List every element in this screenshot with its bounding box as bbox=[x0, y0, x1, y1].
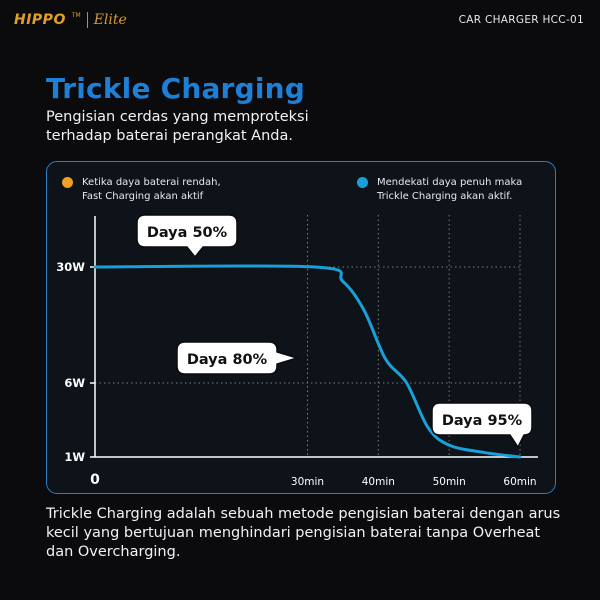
page-title: Trickle Charging bbox=[46, 72, 305, 105]
y-tick-label: 30W bbox=[56, 260, 85, 274]
x-tick-label: 0 bbox=[90, 472, 100, 488]
x-tick-label: 40min bbox=[362, 476, 395, 488]
y-tick-label: 1W bbox=[64, 450, 85, 464]
annotation-label: Daya 95% bbox=[442, 413, 523, 429]
annotation-callout bbox=[136, 214, 238, 259]
sub-brand: Elite bbox=[93, 12, 127, 28]
annotation-label: Daya 50% bbox=[147, 225, 228, 241]
legend-text: Ketika daya baterai rendah, Fast Chargin… bbox=[82, 177, 221, 202]
x-tick-label: 60min bbox=[503, 476, 536, 488]
x-tick-label: 50min bbox=[433, 476, 466, 488]
legend-dot-blue bbox=[357, 177, 368, 188]
series-line bbox=[93, 264, 522, 459]
model-label: CAR CHARGER HCC-01 bbox=[458, 14, 584, 26]
annotation-callout bbox=[431, 402, 533, 449]
legend-dot-orange bbox=[62, 177, 73, 188]
x-tick-label: 30min bbox=[291, 476, 324, 488]
logo-divider bbox=[86, 12, 88, 28]
page-subtitle: Pengisian cerdas yang memproteksi terhad… bbox=[46, 109, 309, 144]
legend-trickle-charging: Mendekati daya penuh maka Trickle Chargi… bbox=[357, 176, 522, 204]
brand-name: HIPPO bbox=[14, 12, 66, 28]
trademark: TM bbox=[71, 11, 81, 19]
footer-description: Trickle Charging adalah sebuah metode pe… bbox=[46, 506, 561, 560]
legend-fast-charging: Ketika daya baterai rendah, Fast Chargin… bbox=[62, 176, 221, 204]
brand-logo: HIPPO TM Elite bbox=[14, 10, 127, 30]
annotation-label: Daya 80% bbox=[187, 352, 268, 368]
chart-panel: Ketika daya baterai rendah, Fast Chargin… bbox=[46, 161, 556, 494]
y-tick-label: 6W bbox=[64, 376, 85, 390]
legend-text: Mendekati daya penuh maka Trickle Chargi… bbox=[377, 177, 523, 202]
annotation-callout bbox=[176, 341, 300, 375]
